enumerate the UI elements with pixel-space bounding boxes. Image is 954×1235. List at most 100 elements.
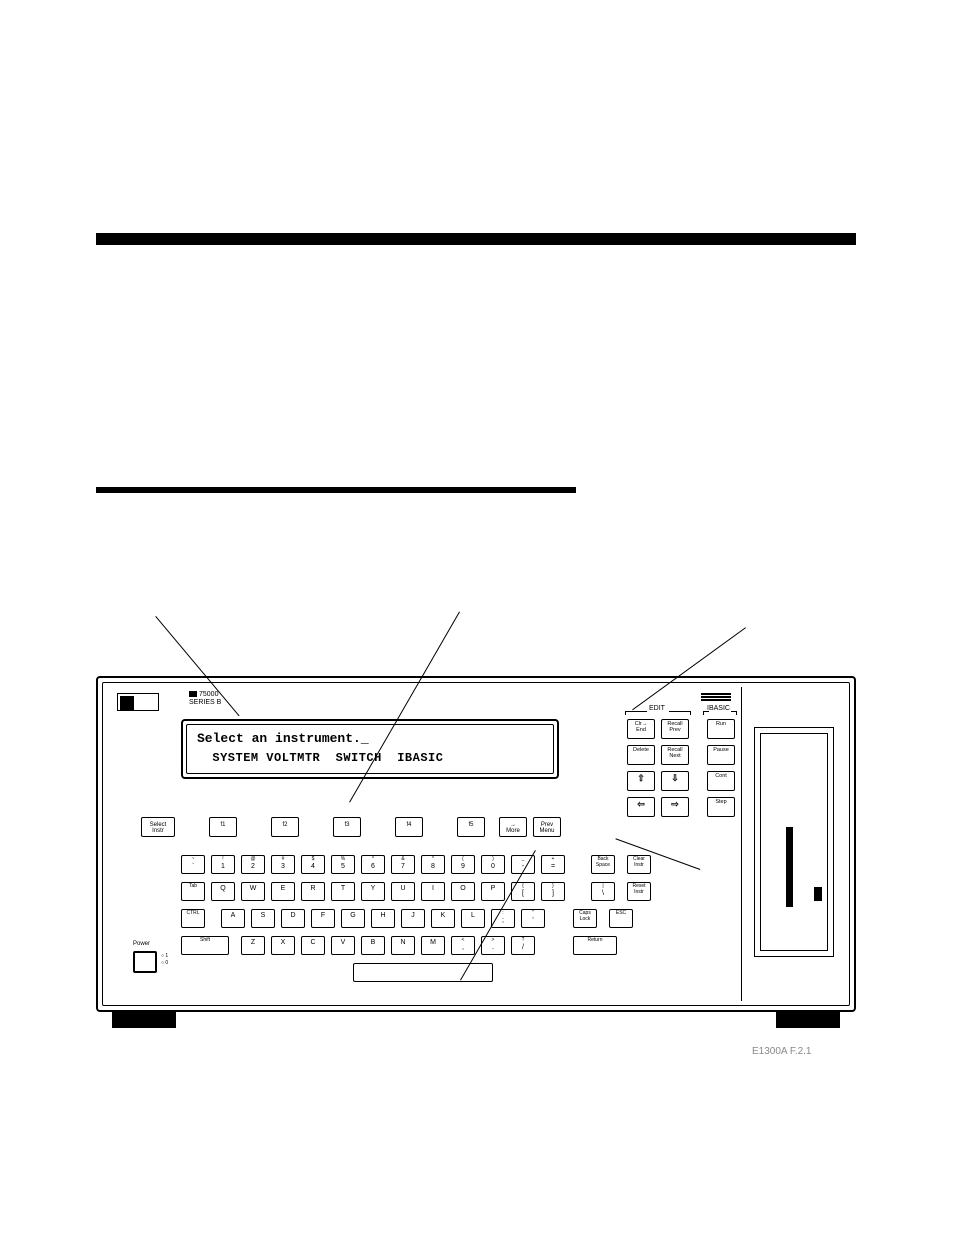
- key-9[interactable]: (9: [451, 855, 475, 874]
- power-label: Power: [133, 941, 150, 947]
- key-y[interactable]: Y: [361, 882, 385, 901]
- tab[interactable]: Tab: [181, 882, 205, 901]
- key-8[interactable]: *8: [421, 855, 445, 874]
- figure-id-caption: E1300A F.2.1: [752, 1046, 812, 1057]
- key-e[interactable]: E: [271, 882, 295, 901]
- section-rule-thick: [96, 233, 856, 245]
- key-c[interactable]: C: [301, 936, 325, 955]
- instrument-chassis: 75000 SERIES B Select an instrument._ SY…: [96, 676, 856, 1012]
- key-o[interactable]: O: [451, 882, 475, 901]
- power-button[interactable]: [133, 951, 157, 973]
- key-h[interactable]: H: [371, 909, 395, 928]
- hp-logo: [117, 693, 159, 711]
- spacebar[interactable]: [353, 963, 493, 982]
- key-'[interactable]: "': [521, 909, 545, 928]
- key-=[interactable]: +=: [541, 855, 565, 874]
- key-i[interactable]: I: [421, 882, 445, 901]
- brand-glyph: [701, 693, 731, 705]
- key-6[interactable]: ^6: [361, 855, 385, 874]
- cont-button[interactable]: Cont: [707, 771, 735, 791]
- key-p[interactable]: P: [481, 882, 505, 901]
- step-button[interactable]: Step: [707, 797, 735, 817]
- floppy-slot-inner: [760, 733, 828, 951]
- key-l[interactable]: L: [461, 909, 485, 928]
- run-button[interactable]: Run: [707, 719, 735, 739]
- back-space[interactable]: Back Space: [591, 855, 615, 874]
- more-button[interactable]: → More: [499, 817, 527, 837]
- f4-button[interactable]: f4: [395, 817, 423, 837]
- edit-bracket-right: [669, 711, 691, 715]
- key-/[interactable]: ?/: [511, 936, 535, 955]
- return[interactable]: Return: [573, 936, 617, 955]
- key-][interactable]: }]: [541, 882, 565, 901]
- key-5[interactable]: %5: [331, 855, 355, 874]
- edit-bracket-left: [625, 711, 647, 715]
- arrow-left-button[interactable]: ⇦: [627, 797, 655, 817]
- ibasic-bracket-right: [731, 711, 737, 715]
- key-2[interactable]: @2: [241, 855, 265, 874]
- arrow-down-button[interactable]: ⇩: [661, 771, 689, 791]
- f2-button[interactable]: f2: [271, 817, 299, 837]
- floppy-bay: [741, 687, 845, 1001]
- model-line2: SERIES B: [189, 699, 221, 706]
- ctrl[interactable]: CTRL: [181, 909, 205, 928]
- ibasic-group-label: IBASIC: [707, 705, 730, 712]
- key-t[interactable]: T: [331, 882, 355, 901]
- key-4[interactable]: $4: [301, 855, 325, 874]
- delete-button[interactable]: Delete: [627, 745, 655, 765]
- esc[interactable]: ESC: [609, 909, 633, 928]
- floppy-door[interactable]: [786, 827, 793, 907]
- arrow-up-button[interactable]: ⇧: [627, 771, 655, 791]
- pipe-bslash[interactable]: |\: [591, 882, 615, 901]
- key-‵[interactable]: ~‵: [181, 855, 205, 874]
- edit-group-label: EDIT: [649, 705, 665, 712]
- key-v[interactable]: V: [331, 936, 355, 955]
- key-a[interactable]: A: [221, 909, 245, 928]
- key-d[interactable]: D: [281, 909, 305, 928]
- chassis-foot-right: [776, 1010, 840, 1028]
- recall-prev-button[interactable]: Recall Prev: [661, 719, 689, 739]
- clr-to-end-button[interactable]: Clr→ End: [627, 719, 655, 739]
- key-z[interactable]: Z: [241, 936, 265, 955]
- lcd-display: Select an instrument._ SYSTEM VOLTMTR SW…: [181, 719, 559, 779]
- key-u[interactable]: U: [391, 882, 415, 901]
- floppy-led: [814, 887, 822, 901]
- key-j[interactable]: J: [401, 909, 425, 928]
- arrow-right-button[interactable]: ⇨: [661, 797, 689, 817]
- key-1[interactable]: !1: [211, 855, 235, 874]
- key-r[interactable]: R: [301, 882, 325, 901]
- prev-menu-button[interactable]: Prev Menu: [533, 817, 561, 837]
- hp-logo-fill: [120, 696, 134, 710]
- key-q[interactable]: Q: [211, 882, 235, 901]
- key-w[interactable]: W: [241, 882, 265, 901]
- caps-lock[interactable]: Caps Lock: [573, 909, 597, 928]
- recall-next-button[interactable]: Recall Next: [661, 745, 689, 765]
- key-x[interactable]: X: [271, 936, 295, 955]
- key-,[interactable]: <,: [451, 936, 475, 955]
- chassis-inner: 75000 SERIES B Select an instrument._ SY…: [102, 682, 850, 1006]
- pause-button[interactable]: Pause: [707, 745, 735, 765]
- power-leds: ○ 1 ○ 0: [161, 953, 168, 967]
- key-g[interactable]: G: [341, 909, 365, 928]
- section-rule-thin: [96, 487, 576, 493]
- key-0[interactable]: )0: [481, 855, 505, 874]
- model-text: 75000 SERIES B: [189, 691, 221, 706]
- key-7[interactable]: &7: [391, 855, 415, 874]
- key-m[interactable]: M: [421, 936, 445, 955]
- clear-instr[interactable]: Clear Instr: [627, 855, 651, 874]
- select-instr-button[interactable]: Select Instr: [141, 817, 175, 837]
- chassis-foot-left: [112, 1010, 176, 1028]
- key-f[interactable]: F: [311, 909, 335, 928]
- key-n[interactable]: N: [391, 936, 415, 955]
- ibasic-bracket-left: [703, 711, 709, 715]
- f5-button[interactable]: f5: [457, 817, 485, 837]
- key-3[interactable]: #3: [271, 855, 295, 874]
- key-b[interactable]: B: [361, 936, 385, 955]
- f1-button[interactable]: f1: [209, 817, 237, 837]
- f3-button[interactable]: f3: [333, 817, 361, 837]
- key-s[interactable]: S: [251, 909, 275, 928]
- shift[interactable]: Shift: [181, 936, 229, 955]
- lcd-line1: Select an instrument._: [197, 731, 547, 746]
- reset-instr[interactable]: Reset Instr: [627, 882, 651, 901]
- key-k[interactable]: K: [431, 909, 455, 928]
